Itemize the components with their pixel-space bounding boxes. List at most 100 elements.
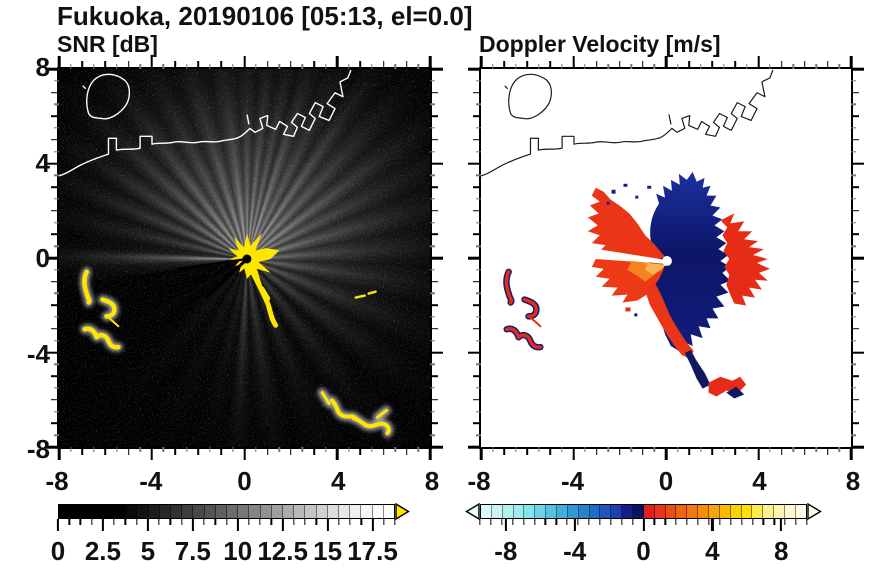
colorbar-cell	[676, 505, 688, 518]
axis-tick	[371, 447, 373, 452]
colorbar-cell	[182, 505, 194, 518]
axis-tick	[769, 64, 771, 69]
colorbar-cell	[339, 505, 351, 518]
colorbar-tick-label: -4	[563, 536, 587, 566]
axis-tick	[430, 150, 435, 153]
colorbar-cell	[316, 505, 328, 518]
axis-tick	[572, 447, 575, 460]
colorbar-minor-tick	[91, 519, 93, 525]
axis-tick	[430, 127, 435, 129]
axis-tick	[723, 64, 725, 69]
doppler-colorbar: -8 -4 0 4 8	[465, 503, 822, 564]
colorbar-cell	[633, 505, 644, 518]
snr-overlay	[59, 69, 430, 447]
axis-tick	[473, 115, 481, 118]
axis-tick	[815, 447, 818, 452]
axis-tick	[642, 61, 644, 69]
colorbar-minor-tick	[784, 519, 786, 525]
colorbar-minor-tick	[394, 519, 396, 525]
colorbar-cell	[126, 505, 138, 518]
axis-tick	[430, 387, 435, 389]
doppler-right-ticks	[851, 67, 865, 449]
axis-tick	[473, 209, 481, 212]
axis-tick	[851, 445, 864, 449]
colorbar-major-tick	[642, 519, 645, 531]
axis-tick	[430, 316, 435, 318]
axis-tick	[746, 447, 748, 452]
axis-tick	[561, 64, 563, 69]
colorbar-major-tick	[236, 519, 239, 531]
colorbar-cell	[524, 505, 536, 518]
axis-tick	[851, 186, 859, 188]
colorbar-tick-label: 12.5	[257, 536, 308, 566]
axis-tick	[139, 447, 141, 452]
colorbar-minor-tick	[533, 519, 536, 525]
axis-tick	[491, 447, 494, 452]
y-axis-labels: 8 4 0 -4 -8	[6, 54, 50, 462]
axis-tick	[476, 221, 481, 224]
axis-tick	[197, 447, 199, 455]
colorbar-minor-tick	[610, 519, 612, 525]
axis-tick	[711, 61, 714, 69]
axis-tick	[430, 422, 438, 425]
axis-tick	[255, 447, 257, 452]
colorbar-cell	[350, 505, 362, 518]
axis-tick	[699, 447, 702, 452]
colorbar-cell	[709, 505, 720, 518]
axis-tick	[815, 64, 818, 69]
colorbar-tick-label: 7.5	[174, 536, 211, 566]
axis-tick	[174, 61, 176, 69]
axis-tick	[699, 64, 702, 69]
axis-tick	[851, 221, 856, 224]
axis-tick	[406, 61, 408, 69]
colorbar-minor-tick	[773, 519, 775, 525]
axis-tick	[313, 61, 315, 69]
approach-wedge-yellow	[645, 262, 666, 275]
colorbar-cell	[654, 505, 666, 518]
axis-tick	[851, 304, 859, 307]
axis-tick	[468, 162, 481, 165]
colorbar-minor-tick	[697, 519, 699, 525]
colorbar-cell	[578, 505, 590, 518]
axis-tick	[197, 61, 199, 69]
colorbar-cell	[70, 505, 82, 518]
axis-tick	[851, 162, 864, 165]
axis-tick	[723, 447, 725, 452]
axis-tick	[104, 61, 107, 69]
axis-tick	[104, 447, 107, 455]
colorbar-minor-tick	[544, 519, 547, 525]
colorbar-cell	[115, 505, 127, 518]
positive-fringe-east	[721, 213, 770, 306]
colorbar-tick-label: 0	[636, 536, 651, 566]
colorbar-minor-tick	[653, 519, 656, 525]
axis-tick	[430, 292, 435, 295]
axis-tick	[51, 280, 59, 283]
axis-tick	[473, 91, 481, 94]
axis-tick	[51, 233, 59, 236]
axis-tick	[769, 447, 771, 452]
axis-tick	[81, 447, 83, 455]
snr-colorbar-overflow-arrow	[395, 503, 410, 520]
colorbar-tick-label: 8	[773, 536, 789, 566]
axis-tick	[476, 127, 481, 129]
axis-tick	[851, 269, 856, 271]
colorbar-major-tick	[371, 519, 374, 531]
axis-tick	[430, 434, 435, 436]
axis-tick	[430, 328, 438, 330]
y-tick-label: -4	[26, 338, 50, 369]
axis-tick	[851, 103, 856, 106]
axis-tick	[266, 447, 269, 455]
colorbar-tick-label: 4	[705, 536, 720, 566]
axis-tick	[54, 292, 59, 295]
axis-tick	[430, 245, 435, 247]
axis-tick	[139, 64, 141, 69]
axis-tick	[313, 447, 315, 455]
positive-fan-nw	[587, 187, 666, 259]
colorbar-cell	[795, 505, 806, 518]
axis-tick	[607, 447, 609, 452]
axis-tick	[618, 61, 621, 69]
axis-tick	[57, 447, 61, 460]
colorbar-cell	[622, 505, 634, 518]
colorbar-minor-tick	[158, 519, 160, 525]
